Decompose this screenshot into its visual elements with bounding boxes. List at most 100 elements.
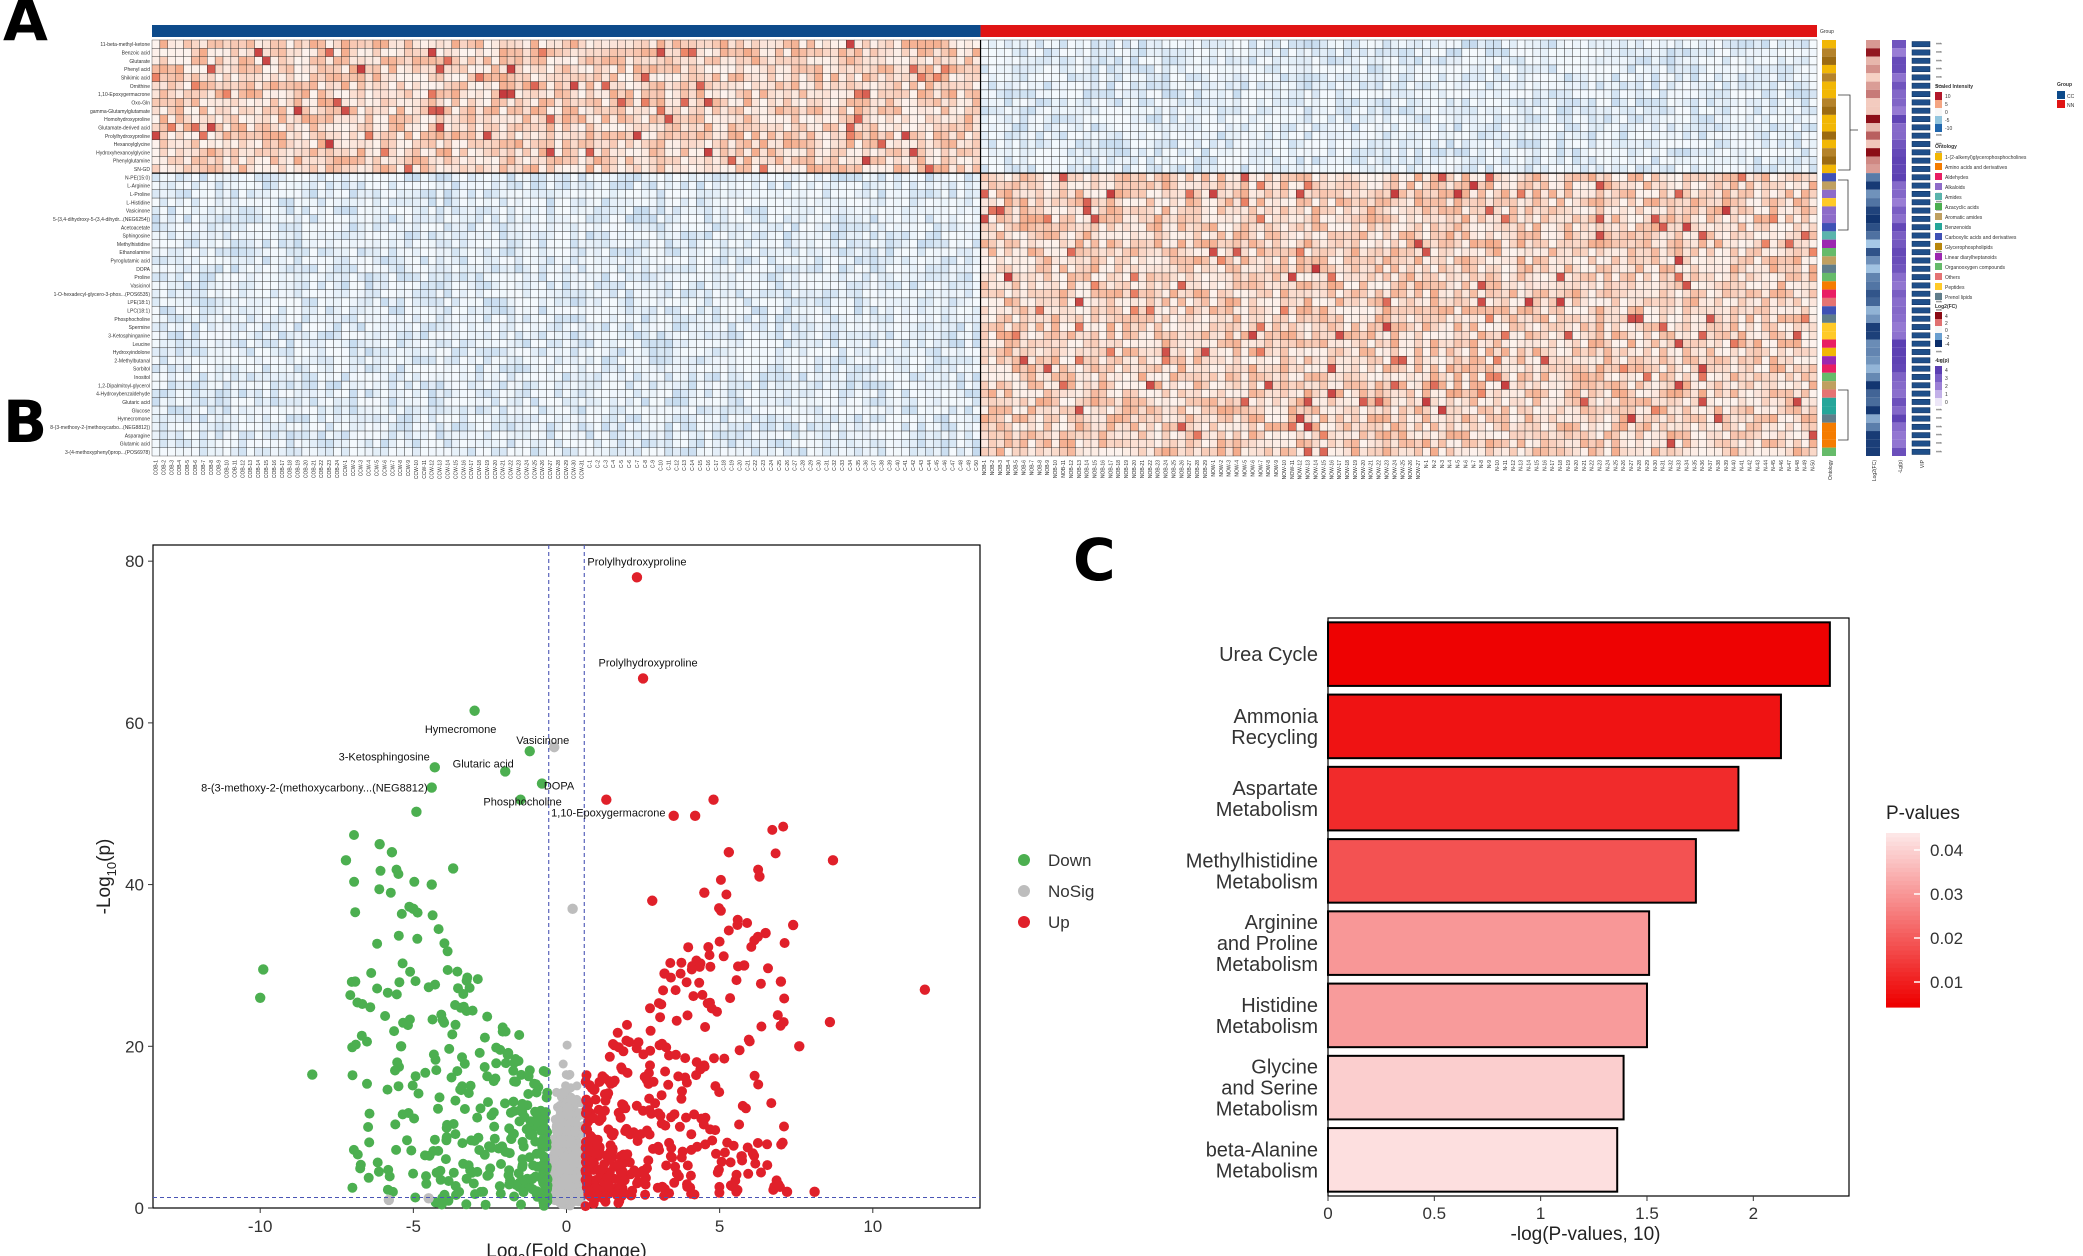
heatmap-cell bbox=[1635, 39, 1644, 49]
heatmap-cell bbox=[270, 156, 279, 165]
heatmap-cell bbox=[1327, 56, 1336, 66]
heatmap-cell bbox=[1453, 156, 1463, 165]
heatmap-cell bbox=[601, 206, 610, 215]
heatmap-cell bbox=[554, 81, 563, 91]
heatmap-cell bbox=[1453, 81, 1463, 91]
heatmap-cell bbox=[1524, 106, 1534, 116]
heatmap-cell bbox=[814, 147, 823, 157]
heatmap-cell bbox=[806, 123, 816, 132]
heatmap-cell bbox=[1556, 81, 1565, 91]
heatmap-cell bbox=[1296, 164, 1305, 174]
heatmap-cell bbox=[917, 48, 926, 57]
heatmap-cell bbox=[1264, 39, 1273, 49]
heatmap-cell bbox=[1185, 123, 1194, 132]
heatmap-cell bbox=[222, 98, 232, 107]
heatmap-cell bbox=[293, 147, 303, 157]
heatmap-cell bbox=[1051, 197, 1060, 207]
heatmap-cell bbox=[554, 114, 563, 124]
heatmap-cell bbox=[648, 206, 658, 215]
heatmap-cell bbox=[1351, 172, 1360, 182]
heatmap-cell bbox=[285, 114, 295, 124]
heatmap-cell bbox=[199, 197, 208, 207]
heatmap-cell bbox=[278, 222, 287, 232]
heatmap-cell bbox=[1730, 214, 1739, 224]
heatmap-cell bbox=[956, 189, 965, 199]
heatmap-cell bbox=[230, 64, 239, 74]
heatmap-cell bbox=[988, 197, 997, 207]
heatmap-cell bbox=[1548, 123, 1557, 132]
heatmap-cell bbox=[767, 89, 776, 99]
heatmap-cell bbox=[656, 98, 666, 107]
heatmap-cell bbox=[175, 214, 184, 224]
heatmap-cell bbox=[1019, 214, 1029, 224]
heatmap-cell bbox=[1193, 181, 1202, 190]
heatmap-cell bbox=[1611, 98, 1620, 107]
heatmap-cell bbox=[1698, 131, 1707, 141]
heatmap-cell bbox=[838, 56, 847, 66]
heatmap-cell bbox=[285, 214, 295, 224]
heatmap-cell bbox=[1082, 172, 1092, 182]
heatmap-cell bbox=[1595, 189, 1605, 199]
heatmap-cell bbox=[1587, 164, 1597, 174]
heatmap-cell bbox=[1493, 89, 1502, 99]
heatmap-cell bbox=[869, 114, 879, 124]
heatmap-cell bbox=[680, 181, 689, 190]
heatmap-cell bbox=[577, 56, 587, 66]
heatmap-cell bbox=[388, 147, 397, 157]
heatmap-cell bbox=[1272, 197, 1281, 207]
heatmap-cell bbox=[1256, 73, 1265, 82]
heatmap-cell bbox=[467, 181, 476, 190]
heatmap-cell bbox=[1256, 131, 1265, 141]
heatmap-cell bbox=[1043, 172, 1052, 182]
heatmap-cell bbox=[1075, 39, 1084, 49]
heatmap-cell bbox=[964, 48, 973, 57]
heatmap-cell bbox=[459, 206, 468, 215]
heatmap-cell bbox=[1390, 81, 1399, 91]
heatmap-cell bbox=[609, 214, 618, 224]
heatmap-cell bbox=[1122, 81, 1131, 91]
heatmap-cell bbox=[672, 123, 681, 132]
heatmap-cell bbox=[1122, 131, 1131, 141]
heatmap-cell bbox=[893, 206, 902, 215]
heatmap-cell bbox=[838, 89, 847, 99]
heatmap-cell bbox=[719, 139, 729, 149]
heatmap-cell bbox=[1398, 39, 1407, 49]
heatmap-cell bbox=[1501, 114, 1510, 124]
heatmap-cell bbox=[1043, 222, 1052, 232]
heatmap-cell bbox=[380, 197, 389, 207]
heatmap-cell bbox=[696, 131, 705, 141]
heatmap-cell bbox=[1580, 56, 1589, 66]
heatmap-cell bbox=[885, 147, 894, 157]
heatmap-cell bbox=[1453, 48, 1463, 57]
heatmap-cell bbox=[1595, 197, 1605, 207]
heatmap-cell bbox=[159, 147, 168, 157]
heatmap-cell bbox=[633, 81, 642, 91]
heatmap-cell bbox=[1682, 156, 1691, 165]
heatmap-cell bbox=[1035, 106, 1044, 116]
heatmap-cell bbox=[1225, 214, 1234, 224]
heatmap-cell bbox=[428, 139, 437, 149]
heatmap-cell bbox=[735, 123, 744, 132]
heatmap-cell bbox=[1185, 147, 1194, 157]
heatmap-cell bbox=[1153, 106, 1163, 116]
heatmap-cell bbox=[1659, 98, 1668, 107]
heatmap-cell bbox=[1406, 147, 1415, 157]
heatmap-cell bbox=[783, 98, 792, 107]
heatmap-cell bbox=[1296, 189, 1305, 199]
heatmap-cell bbox=[562, 114, 571, 124]
heatmap-cell bbox=[1793, 181, 1802, 190]
heatmap-cell bbox=[349, 164, 358, 174]
heatmap-cell bbox=[1264, 197, 1273, 207]
heatmap-cell bbox=[885, 123, 894, 132]
heatmap-cell bbox=[475, 172, 484, 182]
heatmap-cell bbox=[648, 156, 658, 165]
heatmap-cell bbox=[1769, 181, 1778, 190]
heatmap-cell bbox=[1674, 106, 1684, 116]
heatmap-cell bbox=[680, 139, 689, 149]
heatmap-cell bbox=[1461, 222, 1470, 232]
heatmap-cell bbox=[719, 206, 729, 215]
heatmap-cell bbox=[751, 81, 760, 91]
heatmap-cell bbox=[1082, 114, 1092, 124]
heatmap-cell bbox=[625, 139, 634, 149]
heatmap-cell bbox=[656, 131, 666, 141]
